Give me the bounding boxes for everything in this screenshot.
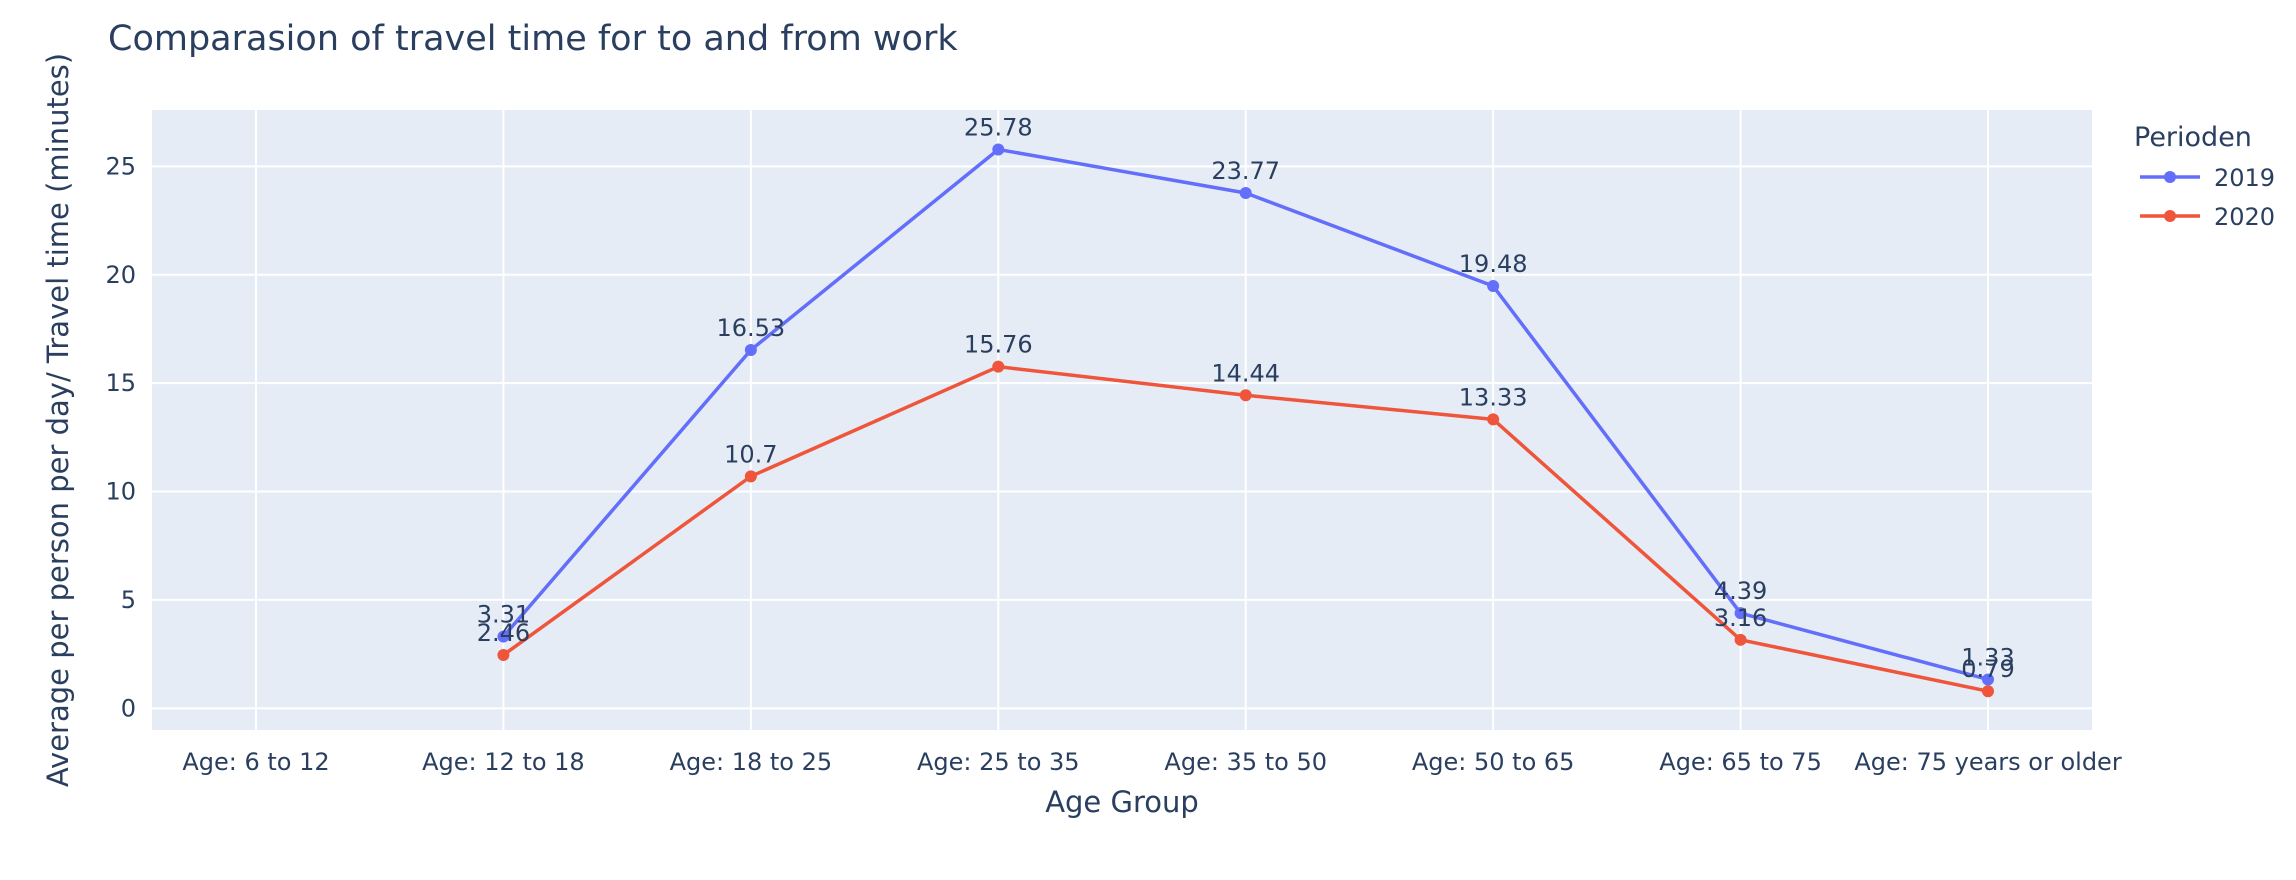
y-axis-ticks: 0 5 10 15 20 25 xyxy=(105,152,136,722)
data-point-2020 xyxy=(744,470,757,483)
data-label-2020: 3.16 xyxy=(1714,604,1767,632)
series-layer xyxy=(497,143,1994,698)
plot-area xyxy=(152,110,2092,730)
data-point-2020 xyxy=(992,360,1005,373)
data-label-2020: 13.33 xyxy=(1459,383,1528,411)
y-axis-title: Average per person per day/ Travel time … xyxy=(41,53,75,787)
data-label-2019: 23.77 xyxy=(1211,157,1280,185)
data-point-2020 xyxy=(497,648,510,661)
data-point-2019 xyxy=(1239,187,1252,200)
x-tick-label: Age: 6 to 12 xyxy=(182,748,329,776)
y-tick-label: 20 xyxy=(105,261,136,289)
data-labels: 3.31 16.53 25.78 23.77 19.48 4.39 1.33 2.46 10.7… xyxy=(477,113,2015,683)
legend-title: Perioden xyxy=(2134,122,2252,153)
data-point-2020 xyxy=(1982,685,1994,698)
data-point-2019 xyxy=(497,630,510,643)
data-point-2020 xyxy=(1734,633,1747,646)
data-label-2020: 0.79 xyxy=(1961,655,2014,683)
data-label-2019: 1.33 xyxy=(1961,643,2014,671)
y-tick-label: 25 xyxy=(105,152,136,180)
x-tick-label: Age: 25 to 35 xyxy=(917,748,1080,776)
x-tick-label: Age: 50 to 65 xyxy=(1412,748,1575,776)
data-label-2019: 3.31 xyxy=(477,601,530,629)
data-point-2019 xyxy=(1487,280,1500,293)
data-label-2019: 16.53 xyxy=(716,314,785,342)
y-tick-label: 10 xyxy=(105,478,136,506)
x-tick-label: Age: 75 years or older xyxy=(1854,748,2122,776)
legend-label-2020: 2020 xyxy=(2214,203,2275,231)
data-point-2020 xyxy=(1239,389,1252,402)
x-tick-label: Age: 12 to 18 xyxy=(422,748,585,776)
x-axis-title: Age Group xyxy=(1045,785,1199,819)
data-point-2019 xyxy=(992,143,1005,156)
data-point-2019 xyxy=(1734,607,1747,620)
data-point-2019 xyxy=(1982,673,1994,686)
data-point-2020 xyxy=(1487,413,1500,426)
x-axis-ticks: Age: 6 to 12 Age: 12 to 18 Age: 18 to 25 Ag… xyxy=(182,748,2121,776)
legend-label-2019: 2019 xyxy=(2214,164,2275,192)
y-tick-label: 15 xyxy=(105,369,136,397)
data-label-2020: 10.7 xyxy=(724,440,777,468)
data-label-2019: 19.48 xyxy=(1459,250,1528,278)
data-label-2020: 14.44 xyxy=(1211,359,1280,387)
data-point-2019 xyxy=(744,343,757,356)
chart-title: Comparasion of travel time for to and fr… xyxy=(108,19,958,59)
legend-marker-2020 xyxy=(2164,210,2176,222)
data-label-2019: 4.39 xyxy=(1714,577,1767,605)
legend[interactable]: Perioden 2019 2020 xyxy=(2134,122,2275,231)
legend-marker-2019 xyxy=(2164,171,2176,183)
data-label-2020: 2.46 xyxy=(477,619,530,647)
data-label-2019: 25.78 xyxy=(964,113,1033,141)
y-tick-label: 0 xyxy=(121,694,136,722)
data-label-2020: 15.76 xyxy=(964,331,1033,359)
grid-lines xyxy=(152,110,2092,730)
y-tick-label: 5 xyxy=(121,586,136,614)
x-tick-label: Age: 18 to 25 xyxy=(670,748,833,776)
x-tick-label: Age: 35 to 50 xyxy=(1164,748,1327,776)
x-tick-label: Age: 65 to 75 xyxy=(1659,748,1822,776)
